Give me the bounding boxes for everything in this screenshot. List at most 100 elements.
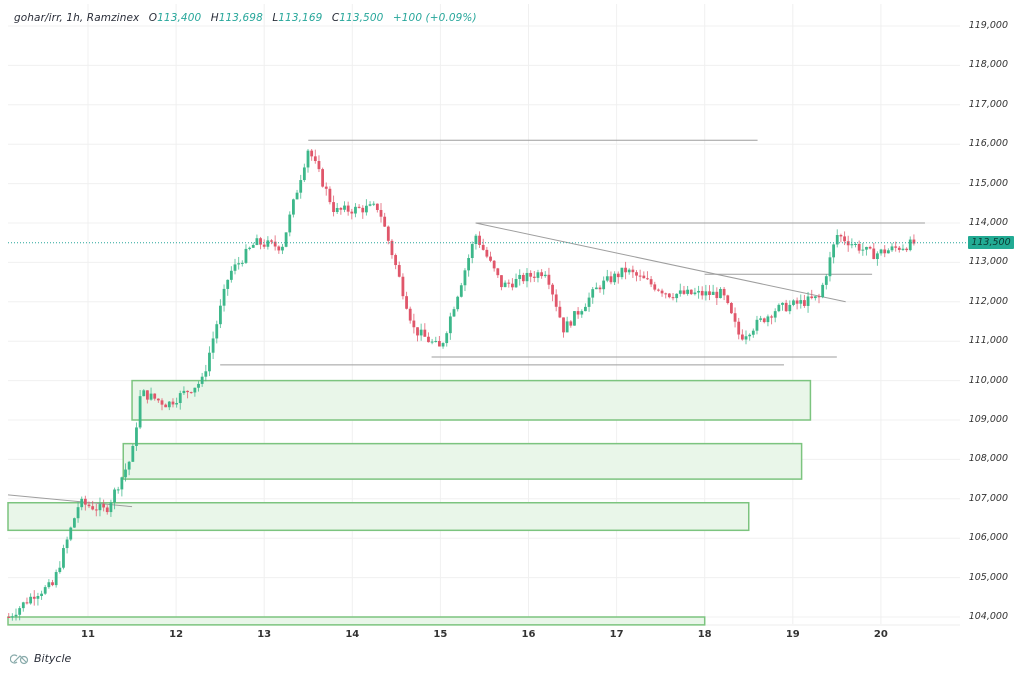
candle-body	[10, 616, 14, 618]
date-tick-label: 16	[521, 629, 536, 640]
candle-body	[788, 304, 792, 312]
candle-body	[730, 303, 733, 314]
candle-body	[160, 400, 164, 405]
candle-body	[646, 278, 649, 280]
candle-body	[613, 273, 617, 283]
candle-body	[584, 306, 587, 312]
candle-body	[481, 244, 485, 250]
candle-body	[525, 272, 529, 282]
candle-body	[664, 293, 668, 295]
candle-body	[755, 319, 759, 331]
candle-body	[445, 333, 449, 344]
candle-body	[368, 204, 372, 206]
candle-body	[124, 469, 127, 478]
candle-body	[273, 241, 277, 247]
price-tick-label: 104,000	[968, 611, 1008, 622]
candle-body	[839, 234, 843, 237]
candle-body	[912, 239, 916, 244]
candle-body	[514, 278, 518, 288]
high-value: 113,698	[218, 12, 263, 24]
candle-body	[401, 276, 405, 297]
candle-body	[543, 274, 547, 277]
candle-body	[237, 263, 241, 265]
candle-body	[813, 296, 817, 299]
candle-body	[781, 302, 784, 305]
chart-legend: gohar/irr, 1h, Ramzinex O113,400 H113,69…	[14, 12, 477, 24]
candle-body	[47, 582, 51, 588]
candle-body	[397, 265, 401, 277]
candle-body	[846, 241, 850, 246]
candle-body	[784, 302, 788, 312]
candle-body	[138, 396, 142, 428]
candle-body	[25, 602, 29, 604]
demand-zone	[7, 616, 706, 626]
candle-body	[69, 527, 73, 540]
candle-body	[467, 258, 471, 271]
candle-body	[448, 316, 452, 334]
candle-body	[777, 304, 781, 312]
price-tick-label: 112,000	[968, 295, 1008, 307]
candle-body	[478, 235, 481, 245]
candle-body	[883, 249, 887, 254]
candle-body	[671, 297, 675, 299]
candle-body	[733, 313, 737, 322]
candle-body	[605, 276, 609, 281]
candle-body	[441, 343, 445, 347]
candle-body	[51, 582, 54, 586]
candle-body	[233, 264, 237, 271]
candle-body	[14, 614, 18, 617]
change-value: +100 (+0.09%)	[392, 12, 477, 24]
candle-body	[288, 214, 292, 233]
candle-body	[503, 282, 507, 288]
candle-body	[146, 390, 149, 400]
candle-body	[375, 203, 379, 210]
candle-body	[332, 202, 335, 212]
price-tick-label: 105,000	[968, 571, 1008, 583]
candle-body	[255, 238, 259, 245]
candle-body	[861, 249, 865, 251]
candle-body	[693, 292, 697, 295]
candle-body	[54, 572, 58, 586]
date-tick-label: 14	[345, 629, 360, 640]
candle-body	[335, 207, 339, 212]
candle-body	[762, 318, 766, 323]
candle-body	[189, 392, 193, 394]
candle-body	[792, 300, 795, 305]
candle-body	[573, 311, 576, 326]
candle-body	[686, 289, 690, 294]
date-tick-label: 15	[433, 629, 448, 640]
candle-body	[759, 318, 763, 320]
candle-body	[770, 316, 773, 318]
candle-body	[799, 300, 803, 304]
candle-body	[284, 232, 288, 247]
candle-body	[131, 445, 135, 462]
date-tick-label: 13	[257, 629, 272, 640]
high-label: H	[210, 12, 219, 24]
candle-body	[127, 461, 131, 470]
candle-body	[452, 309, 456, 317]
candle-body	[182, 390, 186, 394]
price-tick-label: 110,000	[968, 374, 1008, 386]
candle-body	[602, 280, 606, 290]
candle-body	[456, 296, 460, 310]
candle-body	[496, 268, 500, 276]
candle-body	[642, 275, 646, 279]
price-tick-label: 113,000	[968, 256, 1008, 268]
candle-body	[532, 276, 536, 278]
candle-body	[135, 427, 138, 446]
candle-body	[156, 398, 160, 401]
candle-body	[277, 246, 281, 251]
candle-body	[259, 238, 262, 245]
candle-body	[21, 602, 25, 609]
candle-body	[638, 275, 642, 277]
price-tick-label: 115,000	[968, 177, 1008, 189]
candle-body	[262, 244, 266, 247]
candle-body	[171, 401, 175, 405]
candle-body	[313, 156, 317, 162]
candle-body	[419, 329, 423, 336]
candle-body	[94, 509, 98, 511]
candle-body	[868, 246, 872, 249]
demand-zone	[7, 501, 750, 532]
